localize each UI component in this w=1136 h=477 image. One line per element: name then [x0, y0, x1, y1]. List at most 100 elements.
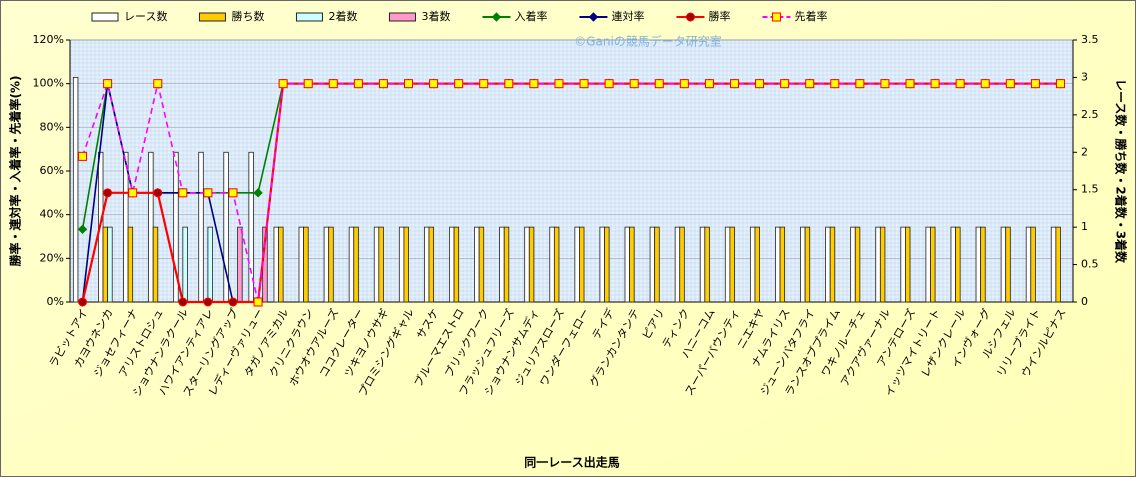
line-marker — [178, 188, 188, 198]
bar — [674, 226, 681, 303]
bar — [478, 226, 485, 303]
bar — [955, 226, 961, 303]
legend-marker — [588, 12, 599, 22]
line-marker — [454, 79, 464, 89]
line-marker — [103, 188, 113, 198]
bar — [604, 226, 610, 303]
line-marker — [278, 79, 288, 89]
line-marker — [77, 224, 88, 235]
bar — [1050, 226, 1057, 303]
y-tick-label: 20% — [40, 251, 64, 264]
bar — [127, 226, 134, 303]
bar — [123, 151, 129, 303]
y-axis-title: 勝率・連対率・入着率・先着率(%) — [8, 76, 23, 267]
line-marker — [604, 79, 614, 89]
legend-label: 勝ち数 — [231, 9, 264, 23]
bar — [729, 226, 735, 303]
line-marker — [153, 188, 163, 198]
line-marker — [1055, 79, 1065, 89]
bar — [975, 226, 982, 303]
bar — [1030, 226, 1036, 303]
bar — [353, 226, 359, 303]
bar — [724, 226, 731, 303]
y2-tick-label: 2.5 — [1081, 108, 1099, 121]
bar — [624, 226, 630, 303]
bar — [428, 226, 434, 303]
y2-tick-label: 3 — [1081, 70, 1088, 83]
line-marker — [855, 79, 865, 89]
line-marker — [1030, 79, 1040, 89]
bar — [980, 226, 986, 303]
legend-label: 連対率 — [611, 9, 644, 23]
line-marker — [303, 79, 313, 89]
bar — [679, 226, 685, 303]
bar — [182, 226, 188, 303]
bar — [804, 226, 811, 303]
bar — [328, 226, 334, 303]
line-marker — [880, 79, 890, 89]
bar — [152, 226, 159, 303]
bar — [779, 226, 786, 303]
bar — [649, 226, 656, 303]
bar — [207, 226, 213, 303]
watermark: ©Ganiの競馬データ研究室 — [574, 34, 722, 49]
bar — [599, 226, 605, 303]
bar — [930, 226, 936, 303]
y-tick-label: 80% — [40, 120, 64, 133]
line-marker — [378, 79, 388, 89]
bar — [1025, 226, 1032, 303]
bar — [925, 226, 931, 303]
legend-marker — [771, 12, 781, 22]
bar — [1000, 226, 1007, 303]
legend-marker — [685, 12, 695, 22]
legend-label: 先着率 — [794, 9, 827, 23]
bar — [800, 226, 806, 303]
line-marker — [554, 79, 564, 89]
bar — [850, 226, 856, 303]
bar — [348, 226, 355, 303]
bar — [453, 226, 460, 303]
line-marker — [203, 297, 213, 307]
line-marker — [980, 79, 990, 89]
line-marker — [78, 151, 88, 161]
bar — [579, 226, 585, 303]
bar — [905, 226, 911, 303]
bar — [474, 226, 480, 303]
line-marker — [679, 79, 689, 89]
line-marker — [755, 79, 765, 89]
line-marker — [404, 79, 414, 89]
bar — [629, 226, 635, 303]
y-tick-label: 60% — [40, 164, 64, 177]
bar — [825, 226, 831, 303]
bar — [699, 226, 706, 303]
line-marker — [203, 188, 213, 198]
bar — [704, 226, 710, 303]
bar — [528, 226, 535, 303]
bar — [654, 226, 660, 303]
bar — [148, 151, 154, 303]
line-marker — [704, 79, 714, 89]
line-marker — [504, 79, 514, 89]
line-marker — [253, 297, 263, 307]
bar — [323, 226, 330, 303]
bar — [1055, 226, 1061, 303]
legend-label: レース数 — [124, 10, 167, 23]
line-marker — [529, 79, 539, 89]
line-marker — [805, 79, 815, 89]
line-marker — [629, 79, 639, 89]
bar — [373, 226, 380, 303]
line-marker — [228, 188, 238, 198]
legend-swatch — [295, 12, 323, 22]
bar — [378, 226, 384, 303]
bar — [775, 226, 781, 303]
bar — [278, 226, 284, 303]
bar — [423, 226, 430, 303]
bar — [173, 151, 179, 303]
line-marker — [930, 79, 940, 89]
y-tick-label: 120% — [33, 33, 64, 46]
bar — [749, 226, 756, 303]
bar — [503, 226, 510, 303]
x-axis-title: 同一レース出走馬 — [524, 455, 619, 470]
y2-tick-label: 1 — [1081, 220, 1088, 233]
